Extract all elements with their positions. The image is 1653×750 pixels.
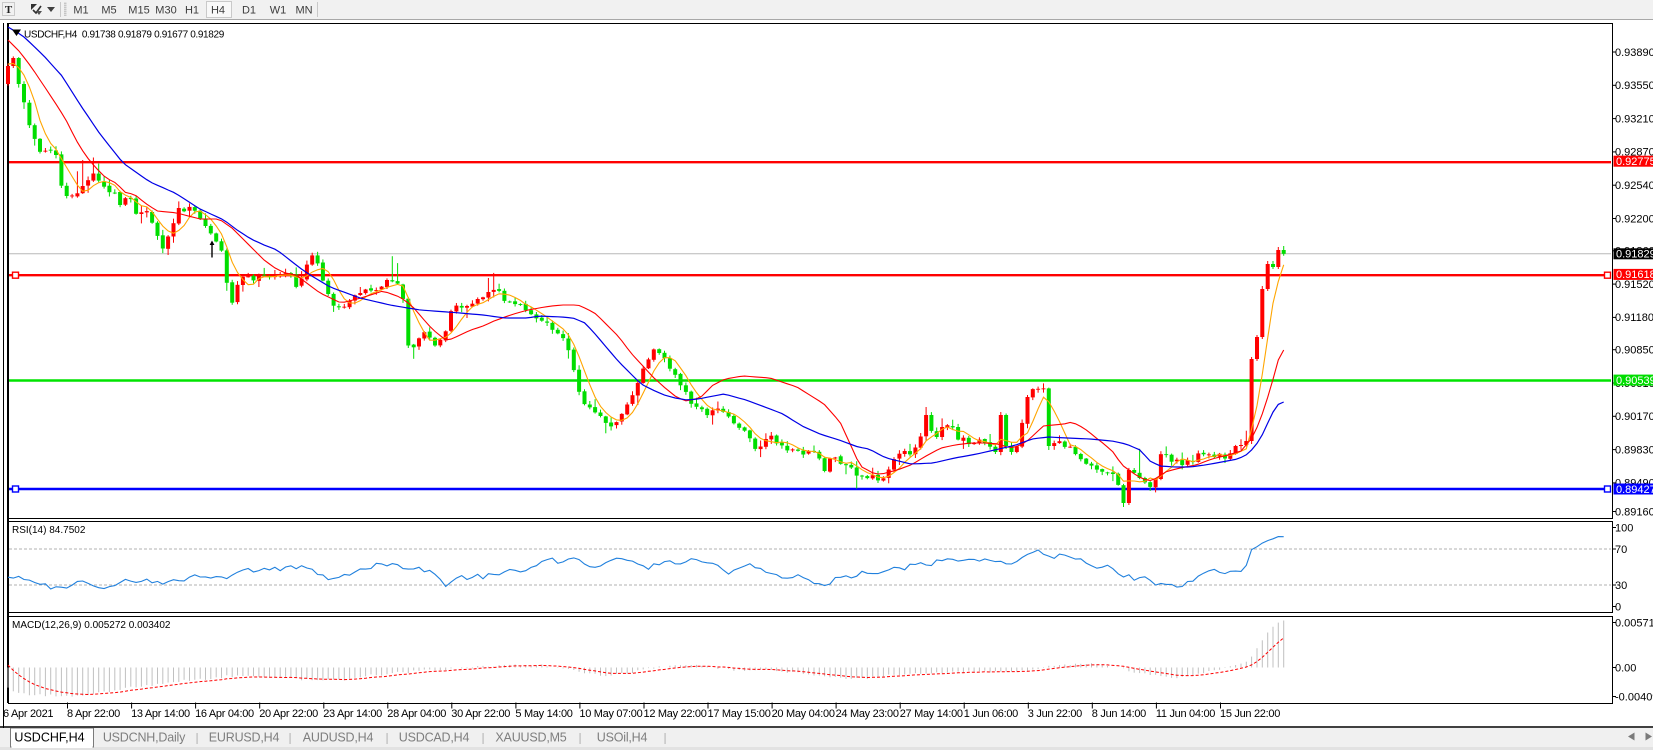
svg-text:M30: M30 (155, 5, 176, 17)
svg-text:|: | (288, 731, 291, 745)
svg-text:H1: H1 (185, 5, 199, 17)
svg-text:12 May 22:00: 12 May 22:00 (644, 708, 707, 720)
svg-text:0.92200: 0.92200 (1615, 213, 1653, 225)
svg-text:0.93890: 0.93890 (1615, 47, 1653, 59)
svg-text:70: 70 (1615, 544, 1627, 556)
svg-text:0.93550: 0.93550 (1615, 80, 1653, 92)
svg-text:|: | (385, 731, 388, 745)
svg-text:100: 100 (1615, 522, 1633, 534)
svg-text:28 Apr 04:00: 28 Apr 04:00 (387, 708, 446, 720)
svg-text:|: | (663, 731, 666, 745)
svg-text:|: | (195, 731, 198, 745)
svg-text:0.90850: 0.90850 (1615, 345, 1653, 357)
svg-text:0.93210: 0.93210 (1615, 113, 1653, 125)
svg-text:M5: M5 (101, 5, 116, 17)
svg-text:17 May 15:00: 17 May 15:00 (708, 708, 771, 720)
svg-text:M1: M1 (73, 5, 88, 17)
svg-text:8 Jun 14:00: 8 Jun 14:00 (1092, 708, 1146, 720)
svg-text:XAUUSD,M5: XAUUSD,M5 (495, 731, 566, 745)
svg-text:6 Apr 2021: 6 Apr 2021 (3, 708, 53, 720)
svg-text:USDCHF,H4: USDCHF,H4 (14, 731, 84, 745)
svg-text:0.89160: 0.89160 (1615, 506, 1653, 518)
svg-text:11 Jun 04:00: 11 Jun 04:00 (1156, 708, 1215, 720)
svg-text:23 Apr 14:00: 23 Apr 14:00 (323, 708, 382, 720)
svg-text:0: 0 (1615, 601, 1621, 613)
svg-text:AUDUSD,H4: AUDUSD,H4 (303, 731, 374, 745)
svg-text:0.91829: 0.91829 (1616, 249, 1653, 261)
svg-text:M15: M15 (128, 5, 149, 17)
svg-text:USDCNH,Daily: USDCNH,Daily (103, 731, 186, 745)
svg-text:20 Apr 22:00: 20 Apr 22:00 (259, 708, 318, 720)
svg-text:-0.004094: -0.004094 (1615, 691, 1653, 703)
svg-text:W1: W1 (270, 5, 287, 17)
svg-text:0.90539: 0.90539 (1616, 375, 1653, 387)
svg-text:30 Apr 22:00: 30 Apr 22:00 (451, 708, 510, 720)
svg-text:USDCAD,H4: USDCAD,H4 (399, 731, 470, 745)
svg-text:T: T (5, 4, 13, 16)
svg-text:0.00: 0.00 (1615, 662, 1636, 674)
svg-text:15 Jun 22:00: 15 Jun 22:00 (1220, 708, 1280, 720)
svg-text:MN: MN (295, 5, 312, 17)
svg-text:USOil,H4: USOil,H4 (597, 731, 648, 745)
svg-text:0.91618: 0.91618 (1616, 269, 1653, 281)
svg-text:0.89427: 0.89427 (1616, 484, 1653, 496)
svg-text:EURUSD,H4: EURUSD,H4 (209, 731, 280, 745)
svg-text:20 May 04:00: 20 May 04:00 (772, 708, 835, 720)
svg-text:0.89830: 0.89830 (1615, 444, 1653, 456)
svg-text:USDCHF,H4 0.91738 0.91879 0.9: USDCHF,H4 0.91738 0.91879 0.91677 0.9182… (24, 30, 225, 41)
svg-text:MACD(12,26,9) 0.005272 0.00340: MACD(12,26,9) 0.005272 0.003402 (12, 620, 171, 631)
svg-text:|: | (578, 731, 581, 745)
svg-text:0.91520: 0.91520 (1615, 279, 1653, 291)
svg-text:RSI(14) 84.7502: RSI(14) 84.7502 (12, 525, 86, 536)
svg-text:0.92775: 0.92775 (1616, 156, 1653, 168)
svg-text:H4: H4 (211, 5, 225, 17)
svg-text:D1: D1 (242, 5, 256, 17)
svg-text:|: | (481, 731, 484, 745)
svg-text:16 Apr 04:00: 16 Apr 04:00 (195, 708, 254, 720)
svg-text:10 May 07:00: 10 May 07:00 (579, 708, 642, 720)
svg-text:8 Apr 22:00: 8 Apr 22:00 (67, 708, 120, 720)
svg-text:0.005718: 0.005718 (1615, 617, 1653, 629)
svg-text:1 Jun 06:00: 1 Jun 06:00 (964, 708, 1018, 720)
svg-text:24 May 23:00: 24 May 23:00 (836, 708, 899, 720)
svg-text:27 May 14:00: 27 May 14:00 (900, 708, 963, 720)
svg-text:0.90170: 0.90170 (1615, 411, 1653, 423)
svg-text:13 Apr 14:00: 13 Apr 14:00 (131, 708, 190, 720)
svg-text:5 May 14:00: 5 May 14:00 (515, 708, 572, 720)
svg-text:0.92540: 0.92540 (1615, 180, 1653, 192)
svg-text:30: 30 (1615, 580, 1627, 592)
svg-text:0.91180: 0.91180 (1615, 312, 1653, 324)
svg-text:3 Jun 22:00: 3 Jun 22:00 (1028, 708, 1082, 720)
